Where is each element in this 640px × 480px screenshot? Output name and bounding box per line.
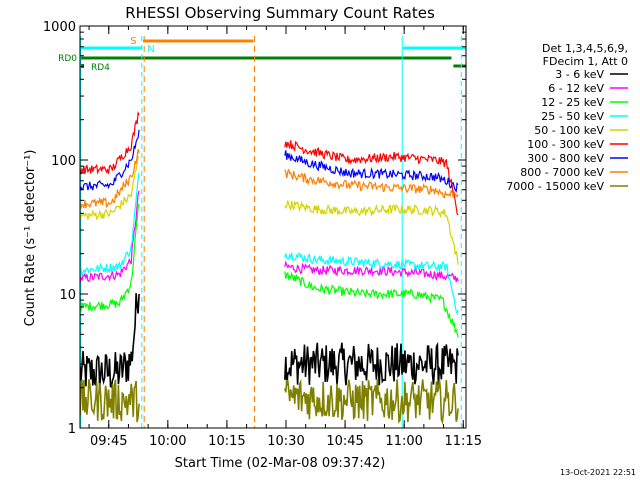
series-12-25-kev [80, 203, 459, 338]
series-800-7000-kev [80, 149, 459, 209]
flag-label-s: S [130, 36, 136, 47]
legend-label: 800 - 7000 keV [520, 166, 604, 179]
y-tick-label: 1000 [43, 20, 76, 35]
series-line [284, 271, 459, 338]
legend-header: FDecim 1, Att 0 [543, 55, 628, 68]
legend-label: 7000 - 15000 keV [506, 180, 604, 193]
flag-label-n: N [147, 44, 154, 55]
x-axis-label: Start Time (02-Mar-08 09:37:42) [175, 456, 386, 471]
series-line [284, 341, 459, 386]
series-line [80, 149, 140, 209]
x-tick-label: 11:15 [445, 434, 482, 449]
legend-label: 12 - 25 keV [541, 96, 604, 109]
x-tick-label: 10:45 [326, 434, 363, 449]
y-tick-label: 10 [59, 288, 76, 303]
y-tick-label: 100 [51, 154, 76, 169]
series-25-50-kev [80, 172, 459, 316]
series-line [80, 111, 140, 175]
series-line [284, 140, 459, 216]
series-lines [80, 111, 459, 425]
y-axis-label: Count Rate (s⁻¹ detector⁻¹) [23, 150, 38, 327]
series-50-100-kev [80, 156, 459, 265]
footer-timestamp: 13-Oct-2021 22:51 [560, 468, 636, 477]
series-line [80, 129, 140, 191]
x-tick-label: 11:00 [385, 434, 422, 449]
series-line [80, 379, 140, 423]
series-line [80, 190, 140, 284]
legend-label: 50 - 100 keV [534, 124, 604, 137]
legend-label: 25 - 50 keV [541, 110, 604, 123]
observing-flags: SN RD0 RD4 [58, 36, 466, 73]
series-line [284, 150, 459, 193]
plot-frame [79, 25, 467, 429]
series-line [80, 203, 140, 312]
series-line [284, 168, 459, 199]
axes: 1 10 100 1000 09:45 10:00 10:15 10:30 10:45 11:00… [43, 20, 482, 449]
series-100-300-kev [80, 111, 459, 216]
series-line [284, 252, 459, 316]
series-line [80, 293, 140, 390]
legend-label: 6 - 12 keV [548, 82, 604, 95]
x-tick-label: 10:00 [149, 434, 186, 449]
legend-label: 300 - 800 keV [527, 152, 604, 165]
series-line [80, 156, 140, 221]
series-line [284, 200, 459, 265]
legend-label: 100 - 300 keV [527, 138, 604, 151]
legend-header: Det 1,3,4,5,6,9, [542, 42, 628, 55]
series-line [284, 378, 459, 425]
y-tick-label: 1 [68, 422, 76, 437]
series-line [80, 172, 140, 277]
legend-label: 3 - 6 keV [555, 68, 604, 81]
series-7000-15000-kev [80, 378, 459, 425]
x-tick-label: 09:45 [90, 434, 127, 449]
flag-label-rd4: RD4 [91, 63, 110, 73]
legend: Det 1,3,4,5,6,9,FDecim 1, Att 03 - 6 keV… [506, 42, 628, 193]
chart-title: RHESSI Observing Summary Count Rates [125, 4, 435, 22]
flag-label-rd0: RD0 [58, 54, 77, 64]
series-6-12-kev [80, 190, 459, 284]
series-300-800-kev [80, 129, 459, 193]
x-tick-label: 10:15 [208, 434, 245, 449]
series-3-6-kev [80, 293, 459, 390]
event-markers [80, 36, 462, 428]
x-tick-label: 10:30 [267, 434, 304, 449]
series-line [284, 260, 459, 283]
